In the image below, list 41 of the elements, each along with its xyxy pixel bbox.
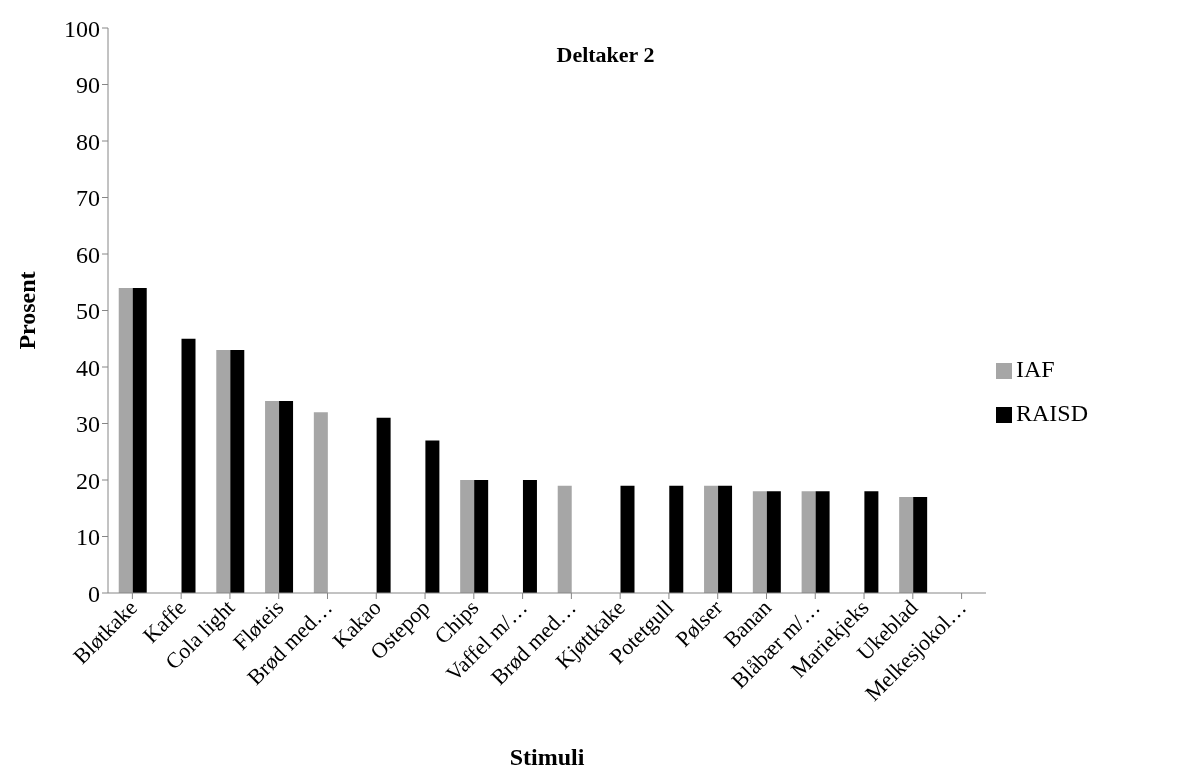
y-tick-label: 90	[76, 72, 100, 99]
bar	[557, 485, 572, 593]
bar	[265, 400, 280, 593]
bar	[460, 480, 475, 593]
y-tick-label: 30	[76, 411, 100, 438]
y-tick-label: 50	[76, 298, 100, 325]
bar	[718, 485, 733, 593]
legend-label: RAISD	[1015, 399, 1088, 426]
bar	[118, 287, 133, 593]
bar	[913, 496, 928, 593]
y-tick-label: 70	[76, 185, 100, 212]
bar	[230, 350, 245, 593]
bar	[425, 440, 440, 593]
bar	[815, 491, 830, 593]
y-tick-label: 80	[76, 128, 100, 155]
legend-label: IAF	[1015, 355, 1055, 382]
bar	[216, 350, 231, 593]
y-axis-title: Prosent	[13, 271, 40, 350]
y-tick-label: 100	[64, 15, 100, 42]
bar	[801, 491, 816, 593]
bar	[704, 485, 719, 593]
bar	[376, 417, 391, 593]
text: Deltaker 2	[555, 42, 656, 68]
bar	[474, 480, 489, 593]
bar	[669, 485, 684, 593]
y-tick-label: 0	[88, 580, 100, 607]
bar	[279, 400, 294, 593]
y-tick-label: 10	[76, 524, 100, 551]
bar	[864, 491, 879, 593]
bar	[132, 287, 147, 593]
x-axis-title: Stimuli	[509, 744, 585, 770]
bar	[899, 496, 914, 593]
bar	[522, 480, 537, 593]
y-tick-label: 60	[76, 241, 100, 268]
bar	[620, 485, 635, 593]
y-tick-label: 40	[76, 354, 100, 381]
bar	[181, 338, 196, 593]
bar	[752, 491, 767, 593]
bar	[313, 412, 328, 593]
bar	[766, 491, 781, 593]
y-tick-label: 20	[76, 467, 100, 494]
